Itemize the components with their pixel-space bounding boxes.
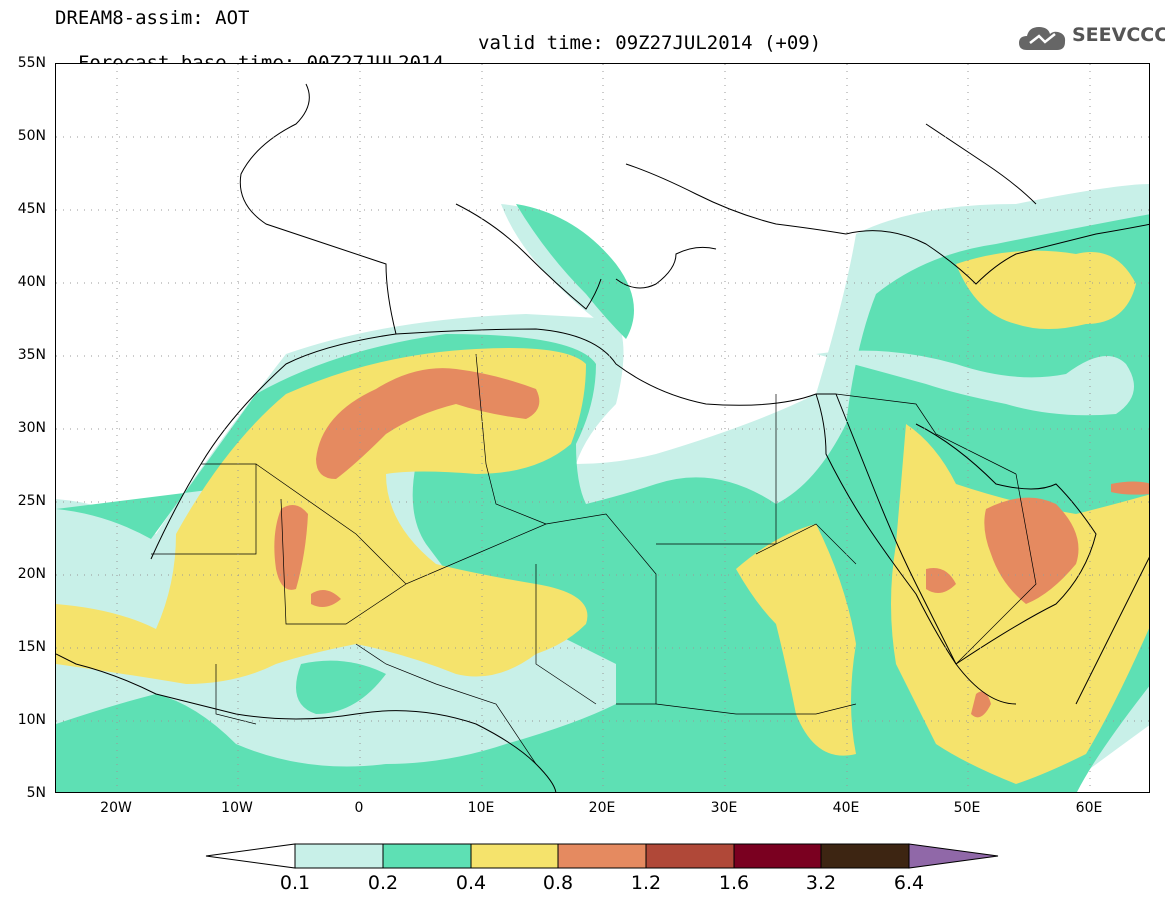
lon-label: 60E (1075, 800, 1103, 816)
logo-text: SEEVCCC (1072, 24, 1165, 46)
colorbar-label: 0.1 (279, 872, 311, 894)
country-borders (151, 353, 1037, 765)
lon-label: 50E (953, 800, 981, 816)
coastlines (56, 83, 1149, 792)
colorbar-over-arrow (908, 843, 999, 869)
colorbar-label: 1.6 (718, 872, 750, 894)
colorbar-bin (382, 843, 472, 869)
chart-title: DREAM8-assim: AOT (55, 7, 250, 29)
lon-label: 40E (832, 800, 860, 816)
colorbar-label: 3.2 (805, 872, 837, 894)
aot-contour-map (56, 64, 1149, 792)
colorbar-label: 0.2 (367, 872, 399, 894)
colorbar-bin (645, 843, 735, 869)
colorbar-bin (557, 843, 647, 869)
colorbar-bin (820, 843, 910, 869)
aot-level-0.4 (56, 250, 1149, 784)
lat-label: 55N (17, 55, 46, 71)
lat-label: 45N (17, 201, 46, 217)
lon-label: 0 (354, 800, 364, 816)
lon-label: 10W (221, 800, 253, 816)
aot-map (55, 63, 1150, 793)
aot-level-0.8 (274, 368, 1149, 718)
lat-label: 20N (17, 566, 46, 582)
valid-time: valid time: 09Z27JUL2014 (+09) (478, 32, 822, 54)
seevccc-logo: SEEVCCC (1017, 18, 1165, 58)
colorbar-bin (470, 843, 559, 869)
colorbar-bin (294, 843, 384, 869)
lat-label: 40N (17, 274, 46, 290)
lat-label: 15N (17, 639, 46, 655)
colorbar-label: 6.4 (893, 872, 925, 894)
colorbar-label: 1.2 (630, 872, 662, 894)
colorbar-under-arrow (205, 843, 296, 869)
colorbar (205, 843, 999, 869)
lat-label: 5N (26, 785, 46, 801)
lon-label: 10E (467, 800, 495, 816)
colorbar-label: 0.4 (455, 872, 487, 894)
lat-label: 25N (17, 493, 46, 509)
colorbar-bin (733, 843, 822, 869)
lon-label: 20W (100, 800, 132, 816)
lat-label: 30N (17, 420, 46, 436)
cloud-icon (1019, 27, 1066, 50)
lat-label: 50N (17, 128, 46, 144)
colorbar-label: 0.8 (542, 872, 574, 894)
lon-label: 30E (710, 800, 738, 816)
lat-label: 10N (17, 712, 46, 728)
gridlines (56, 64, 1149, 792)
lat-label: 35N (17, 347, 46, 363)
lon-label: 20E (588, 800, 616, 816)
